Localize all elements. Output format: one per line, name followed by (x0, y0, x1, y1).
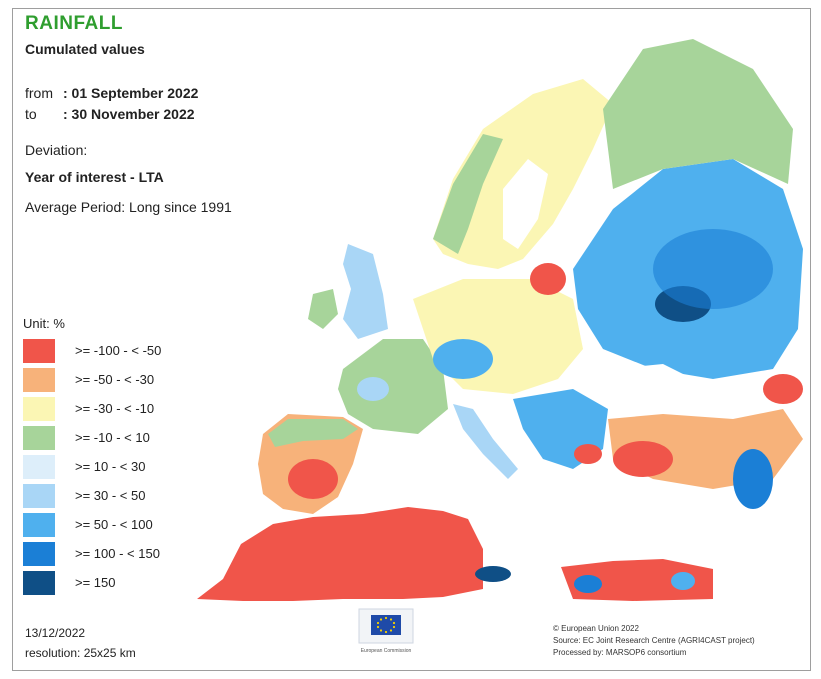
turkey-dry-spot (613, 441, 673, 477)
map-subtitle: Cumulated values (25, 41, 145, 57)
map-frame: RAINFALL Cumulated values from : 01 Septe… (12, 8, 811, 671)
central-wet-patch (433, 339, 493, 379)
legend-swatch (23, 367, 55, 392)
france-wet-patch (357, 377, 389, 401)
ireland-region (308, 289, 338, 329)
european-commission-logo: European Commission (358, 608, 414, 654)
legend-label: >= 50 - < 100 (75, 517, 153, 532)
legend-swatch (23, 570, 55, 595)
legend-label: >= -100 - < -50 (75, 343, 162, 358)
iberia-coast-green (268, 419, 358, 447)
black-sea (613, 364, 703, 404)
legend-swatch (23, 396, 55, 421)
legend-label: >= 30 - < 50 (75, 488, 146, 503)
resolution: resolution: 25x25 km (25, 646, 136, 660)
iberia-dry-spot (288, 459, 338, 499)
legend-row: >= 100 - < 150 (23, 539, 161, 568)
logo-text: European Commission (361, 648, 412, 654)
legend-row: >= -50 - < -30 (23, 365, 161, 394)
to-label: to (25, 106, 37, 122)
from-label: from (25, 85, 53, 101)
legend-swatch (23, 483, 55, 508)
egypt-wet-patch (574, 575, 602, 593)
north-africa-region (197, 507, 483, 601)
baltic-sea (503, 159, 548, 249)
france-region (338, 339, 448, 434)
legend-row: >= 30 - < 50 (23, 481, 161, 510)
issue-date: 13/12/2022 (25, 626, 86, 640)
legend-swatch (23, 541, 55, 566)
eu-flag-icon (371, 615, 401, 635)
legend-swatch (23, 425, 55, 450)
legend-label: >= -10 - < 10 (75, 430, 150, 445)
europe-rainfall-map (197, 39, 803, 601)
legend-row: >= -10 - < 10 (23, 423, 161, 452)
average-period: Average Period: Long since 1991 (25, 199, 232, 215)
baltic-dry-spot (530, 263, 566, 295)
norway-coast-green (433, 134, 503, 254)
deviation-label: Deviation: (25, 142, 88, 158)
russia-wet (653, 229, 773, 309)
period-to: to : 30 November 2022 (25, 106, 195, 122)
period-from: from : 01 September 2022 (25, 85, 198, 101)
legend-rows: >= -100 - < -50 >= -50 - < -30 >= -30 - < … (23, 336, 161, 597)
legend: Unit: % >= -100 - < -50 >= -50 - < -30 >= … (23, 316, 161, 597)
legend-label: >= 100 - < 150 (75, 546, 160, 561)
legend-swatch (23, 454, 55, 479)
legend-swatch (23, 338, 55, 363)
greece-dry-spot (574, 444, 602, 464)
legend-label: >= 150 (75, 575, 116, 590)
italy-region (453, 404, 518, 479)
legend-label: >= -30 - < -10 (75, 401, 155, 416)
from-value: : 01 September 2022 (63, 85, 199, 101)
ukraine-dry-spot (763, 374, 803, 404)
map-title: RAINFALL (25, 13, 123, 34)
great-britain-region (343, 244, 388, 339)
to-value: : 30 November 2022 (63, 106, 195, 122)
legend-row: >= 50 - < 100 (23, 510, 161, 539)
legend-row: >= 150 (23, 568, 161, 597)
credits-line-2: Source: EC Joint Research Centre (AGRI4C… (553, 636, 755, 645)
libya-egypt-region (561, 559, 713, 601)
north-russia-region (603, 39, 793, 189)
legend-row: >= -100 - < -50 (23, 336, 161, 365)
middle-east-wet (733, 449, 773, 509)
legend-row: >= -30 - < -10 (23, 394, 161, 423)
legend-swatch (23, 512, 55, 537)
libya-wet-patch (475, 566, 511, 582)
legend-label: >= -50 - < -30 (75, 372, 155, 387)
credits-line-3: Processed by: MARSOP6 consortium (553, 648, 687, 657)
deviation-type: Year of interest - LTA (25, 169, 164, 185)
credits: © European Union 2022 Source: EC Joint R… (553, 623, 755, 659)
legend-row: >= 10 - < 30 (23, 452, 161, 481)
egypt-wet-patch-2 (671, 572, 695, 590)
legend-label: >= 10 - < 30 (75, 459, 146, 474)
legend-unit: Unit: % (23, 316, 65, 331)
credits-line-1: © European Union 2022 (553, 624, 639, 633)
